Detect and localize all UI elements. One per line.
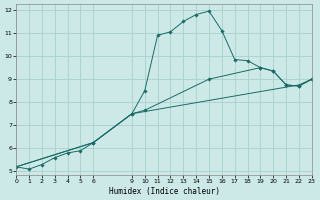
X-axis label: Humidex (Indice chaleur): Humidex (Indice chaleur) bbox=[108, 187, 220, 196]
